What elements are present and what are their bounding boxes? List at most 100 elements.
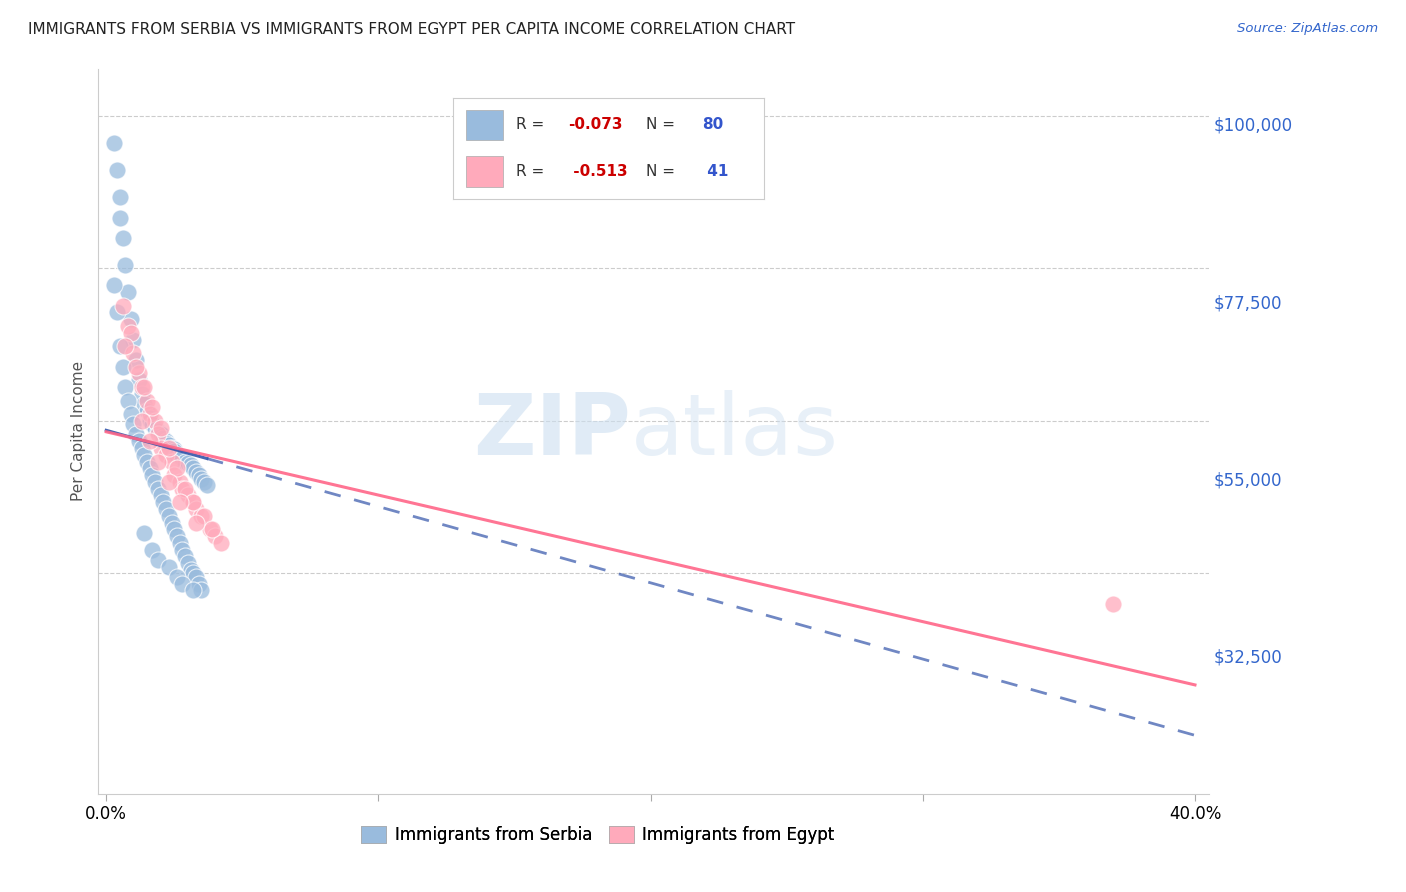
Point: [157, 559, 180, 574]
Point: [136, 393, 159, 408]
Point: [108, 190, 131, 204]
Point: [128, 434, 150, 449]
Point: [111, 299, 134, 313]
Point: [172, 482, 194, 496]
Point: [149, 488, 172, 502]
Point: [122, 417, 145, 432]
Point: [139, 414, 162, 428]
Point: [103, 278, 125, 293]
Point: [146, 454, 169, 468]
Point: [149, 427, 172, 442]
Y-axis label: Per Capita Income: Per Capita Income: [72, 361, 86, 501]
Point: [160, 454, 183, 468]
Point: [184, 516, 207, 530]
Point: [155, 434, 177, 449]
Point: [134, 525, 156, 540]
Point: [136, 454, 159, 468]
Point: [181, 461, 204, 475]
Point: [157, 437, 180, 451]
Point: [177, 456, 200, 470]
Point: [174, 454, 197, 468]
Point: [117, 285, 139, 300]
Point: [149, 420, 172, 434]
Point: [125, 359, 148, 374]
Point: [169, 536, 191, 550]
Point: [174, 549, 197, 564]
Point: [155, 448, 177, 462]
Point: [125, 353, 148, 368]
Point: [105, 305, 128, 319]
Point: [163, 522, 186, 536]
Point: [155, 435, 177, 450]
Point: [128, 367, 150, 381]
Point: [157, 441, 180, 455]
Legend: Immigrants from Serbia, Immigrants from Egypt: Immigrants from Serbia, Immigrants from …: [354, 819, 841, 851]
Point: [120, 312, 142, 326]
Point: [149, 427, 172, 442]
Text: Source: ZipAtlas.com: Source: ZipAtlas.com: [1237, 22, 1378, 36]
Point: [169, 449, 191, 463]
Point: [134, 380, 156, 394]
Text: IMMIGRANTS FROM SERBIA VS IMMIGRANTS FROM EGYPT PER CAPITA INCOME CORRELATION CH: IMMIGRANTS FROM SERBIA VS IMMIGRANTS FRO…: [28, 22, 796, 37]
Point: [114, 339, 136, 353]
Point: [163, 444, 186, 458]
Point: [122, 346, 145, 360]
Point: [117, 319, 139, 334]
Point: [160, 516, 183, 530]
Point: [131, 441, 153, 455]
Point: [134, 397, 156, 411]
Point: [166, 570, 188, 584]
Point: [172, 451, 194, 466]
Point: [103, 136, 125, 150]
Point: [146, 553, 169, 567]
Point: [157, 508, 180, 523]
Point: [204, 529, 226, 543]
Point: [131, 387, 153, 401]
Point: [141, 468, 163, 483]
Point: [169, 495, 191, 509]
Point: [139, 461, 162, 475]
Point: [201, 522, 224, 536]
Point: [149, 441, 172, 455]
Point: [141, 401, 163, 415]
Point: [152, 495, 174, 509]
Point: [114, 380, 136, 394]
Point: [172, 576, 194, 591]
Point: [114, 258, 136, 272]
Point: [160, 441, 183, 455]
Point: [166, 461, 188, 475]
Point: [180, 563, 202, 577]
Point: [139, 410, 162, 425]
Point: [193, 508, 215, 523]
Point: [166, 529, 188, 543]
Point: [190, 508, 212, 523]
Point: [180, 458, 202, 472]
Point: [146, 427, 169, 442]
Point: [172, 542, 194, 557]
Point: [117, 393, 139, 408]
Point: [105, 163, 128, 178]
Point: [163, 468, 186, 483]
Point: [184, 570, 207, 584]
Point: [190, 471, 212, 485]
Point: [143, 475, 166, 489]
Point: [181, 495, 204, 509]
Point: [128, 373, 150, 387]
Point: [193, 475, 215, 489]
Point: [111, 359, 134, 374]
Point: [136, 403, 159, 417]
Point: [143, 420, 166, 434]
Point: [134, 448, 156, 462]
Point: [131, 414, 153, 428]
Point: [177, 556, 200, 570]
Point: [181, 583, 204, 598]
Point: [157, 475, 180, 489]
Text: ZIP: ZIP: [474, 390, 631, 473]
Point: [141, 542, 163, 557]
Point: [209, 536, 232, 550]
Point: [122, 333, 145, 347]
Point: [174, 482, 197, 496]
Point: [143, 414, 166, 428]
Point: [139, 434, 162, 449]
Point: [155, 502, 177, 516]
